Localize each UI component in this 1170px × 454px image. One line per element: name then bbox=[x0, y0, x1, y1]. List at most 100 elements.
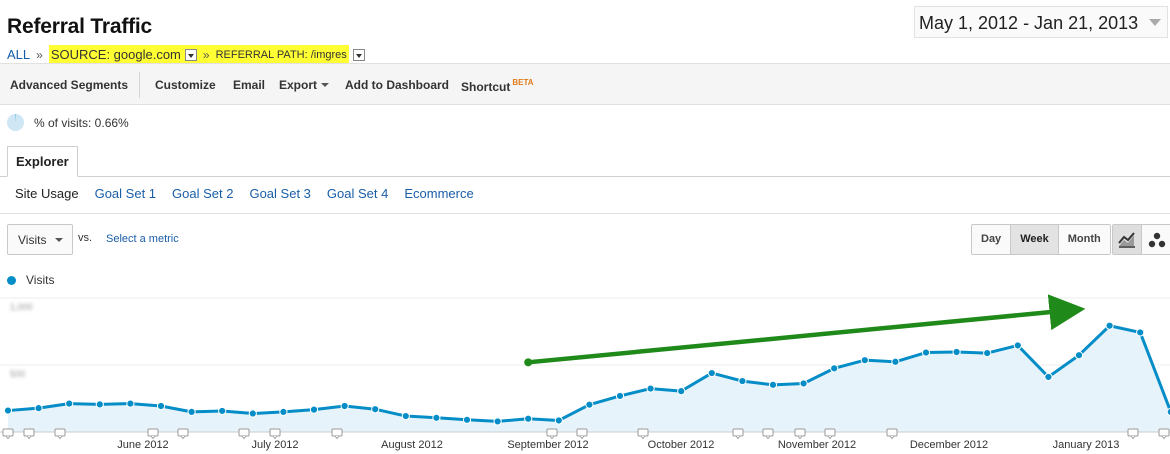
annotation-marker-icon[interactable] bbox=[54, 428, 66, 440]
legend-label-visits: Visits bbox=[26, 273, 55, 287]
subtab-goal-set-1[interactable]: Goal Set 1 bbox=[94, 186, 157, 201]
data-point bbox=[707, 368, 716, 378]
annotation-marker-icon[interactable] bbox=[331, 428, 343, 440]
annotation-marker-tail bbox=[5, 435, 11, 440]
data-point bbox=[646, 384, 655, 393]
data-point bbox=[340, 401, 349, 411]
annotation-marker-icon[interactable] bbox=[762, 428, 774, 440]
source-dropdown-icon[interactable] bbox=[184, 48, 197, 61]
annotation-marker-icon[interactable] bbox=[2, 428, 14, 440]
visits-area bbox=[8, 325, 1170, 432]
annotation-marker-tail bbox=[150, 435, 156, 440]
period-month-button[interactable]: Month bbox=[1058, 225, 1110, 254]
data-point bbox=[248, 409, 257, 418]
data-point bbox=[1136, 328, 1145, 337]
subtab-ecommerce[interactable]: Ecommerce bbox=[404, 186, 474, 201]
tab-explorer[interactable]: Explorer bbox=[7, 146, 78, 177]
data-point bbox=[34, 404, 43, 413]
annotation-marker-icon[interactable] bbox=[177, 428, 189, 440]
annotation-marker-icon[interactable] bbox=[147, 428, 159, 440]
y-tick-label: 500 bbox=[10, 369, 25, 379]
annotation-marker-icon[interactable] bbox=[576, 428, 588, 440]
data-point bbox=[677, 387, 686, 396]
chevron-down-icon bbox=[1149, 19, 1161, 26]
data-point bbox=[432, 413, 441, 422]
breadcrumb-separator: » bbox=[202, 47, 210, 62]
export-button[interactable]: Export bbox=[279, 78, 330, 92]
data-point bbox=[279, 407, 288, 417]
annotation-marker-icon[interactable] bbox=[824, 428, 836, 440]
report-toolbar: Advanced Segments Customize Email Export… bbox=[0, 63, 1170, 105]
annotation-marker-icon[interactable] bbox=[794, 428, 806, 440]
x-tick-label: July 2012 bbox=[251, 439, 298, 451]
shortcut-button[interactable]: Shortcut BETA bbox=[461, 78, 534, 94]
period-day-button[interactable]: Day bbox=[972, 225, 1012, 254]
annotation-marker-icon[interactable] bbox=[732, 428, 744, 440]
period-week-button[interactable]: Week bbox=[1011, 225, 1059, 254]
data-point bbox=[401, 411, 410, 421]
breadcrumb: ALL » SOURCE: google.com » REFERRAL PATH… bbox=[7, 45, 365, 64]
annotation-marker-box bbox=[269, 428, 281, 437]
x-tick-label: August 2012 bbox=[381, 439, 443, 451]
annotation-marker-icon[interactable] bbox=[238, 428, 250, 440]
trend-arrow bbox=[527, 294, 1086, 365]
annotation-marker-icon[interactable] bbox=[1127, 428, 1139, 440]
select-metric-link[interactable]: Select a metric bbox=[106, 233, 179, 245]
shortcut-label: Shortcut bbox=[461, 80, 511, 94]
metric-select[interactable]: Visits bbox=[7, 224, 73, 255]
breadcrumb-all-link[interactable]: ALL bbox=[7, 47, 31, 62]
annotation-marker-icon[interactable] bbox=[546, 428, 558, 440]
x-tick-label: June 2012 bbox=[117, 439, 168, 451]
data-point bbox=[768, 380, 778, 389]
annotation-marker-tail bbox=[549, 435, 555, 440]
data-point bbox=[830, 364, 839, 373]
data-point bbox=[1044, 372, 1053, 382]
x-tick-label: December 2012 bbox=[910, 439, 988, 451]
annotation-marker-box bbox=[824, 428, 836, 437]
annotation-marker-box bbox=[886, 428, 898, 437]
data-point bbox=[187, 407, 196, 417]
subtab-site-usage[interactable]: Site Usage bbox=[15, 186, 79, 201]
toolbar-divider bbox=[139, 72, 140, 98]
subtab-goal-set-4[interactable]: Goal Set 4 bbox=[326, 186, 389, 201]
date-range-picker[interactable]: May 1, 2012 - Jan 21, 2013 bbox=[914, 6, 1168, 38]
email-button[interactable]: Email bbox=[233, 78, 266, 92]
explorer-subtabs: Site Usage Goal Set 1 Goal Set 2 Goal Se… bbox=[15, 186, 490, 201]
subtab-goal-set-2[interactable]: Goal Set 2 bbox=[172, 186, 234, 201]
customize-button[interactable]: Customize bbox=[155, 78, 216, 92]
tab-baseline bbox=[0, 176, 1170, 177]
annotation-marker-tail bbox=[579, 435, 585, 440]
chart-view-toggle bbox=[1112, 224, 1170, 255]
page-title: Referral Traffic bbox=[7, 15, 153, 38]
chart-legend: Visits bbox=[7, 273, 54, 287]
annotation-marker-tail bbox=[640, 435, 646, 440]
annotation-marker-tail bbox=[889, 435, 895, 440]
advanced-segments-button[interactable]: Advanced Segments bbox=[10, 78, 129, 92]
annotation-marker-icon[interactable] bbox=[23, 428, 35, 440]
referral-path-dropdown-icon[interactable] bbox=[352, 48, 365, 61]
annotation-marker-box bbox=[762, 428, 774, 437]
subtab-goal-set-3[interactable]: Goal Set 3 bbox=[249, 186, 311, 201]
add-to-dashboard-button[interactable]: Add to Dashboard bbox=[345, 78, 449, 92]
data-point bbox=[371, 405, 380, 414]
annotation-marker-box bbox=[54, 428, 66, 437]
legend-dot-visits bbox=[7, 275, 16, 285]
vs-label: vs. bbox=[78, 232, 93, 244]
annotation-marker-icon[interactable] bbox=[637, 428, 649, 440]
data-point bbox=[1166, 407, 1170, 416]
annotation-marker-icon[interactable] bbox=[269, 428, 281, 440]
annotation-marker-tail bbox=[735, 435, 741, 440]
annotation-marker-icon[interactable] bbox=[886, 428, 898, 440]
annotation-marker-icon[interactable] bbox=[1158, 428, 1170, 440]
motion-chart-view-button[interactable] bbox=[1142, 225, 1170, 254]
motion-chart-icon bbox=[1148, 232, 1165, 247]
source-dimension[interactable]: SOURCE: google.com » REFERRAL PATH: /img… bbox=[48, 45, 349, 64]
caret-down-icon bbox=[55, 238, 63, 242]
data-point bbox=[218, 406, 227, 416]
source-label: SOURCE: google.com bbox=[50, 47, 181, 62]
annotation-marker-tail bbox=[272, 435, 278, 440]
annotation-marker-tail bbox=[765, 435, 771, 440]
line-chart-view-button[interactable] bbox=[1113, 225, 1142, 254]
data-point bbox=[524, 414, 533, 423]
referral-path-label: REFERRAL PATH: /imgres bbox=[215, 48, 347, 61]
